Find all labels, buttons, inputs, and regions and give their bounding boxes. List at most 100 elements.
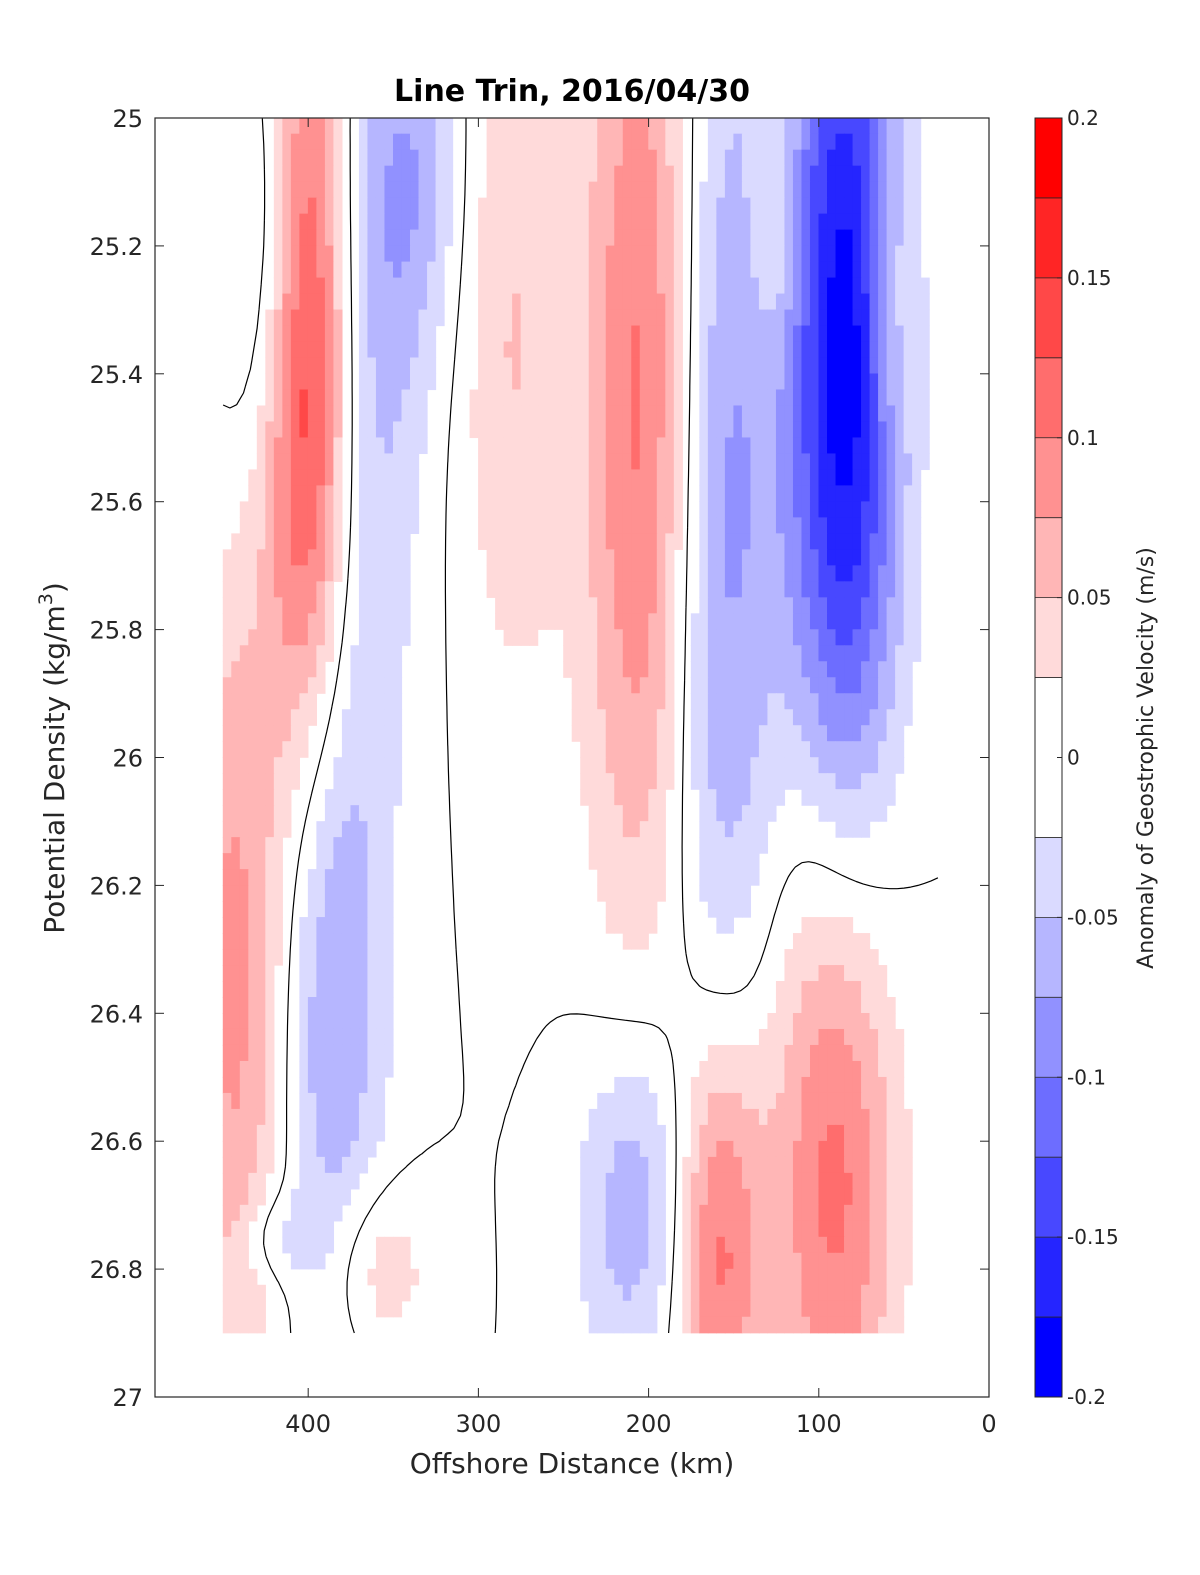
contour-cell — [750, 677, 760, 694]
contour-cell — [639, 453, 649, 471]
contour-cell — [239, 709, 249, 726]
contour-cell — [827, 197, 837, 215]
contour-cell — [792, 213, 803, 231]
contour-cell — [367, 917, 377, 934]
contour-cell — [588, 757, 598, 774]
contour-cell — [801, 1013, 811, 1030]
contour-cell — [307, 949, 317, 966]
contour-cell — [316, 421, 326, 439]
contour-cell — [537, 421, 547, 439]
contour-cell — [750, 437, 760, 455]
contour-cell — [792, 197, 803, 215]
contour-cell — [827, 357, 837, 375]
contour-cell — [656, 565, 666, 582]
contour-cell — [597, 261, 607, 279]
contour-cell — [307, 1013, 317, 1030]
contour-cell — [503, 357, 513, 375]
contour-cell — [758, 213, 769, 231]
contour-cell — [690, 741, 700, 758]
contour-cell — [844, 309, 854, 327]
contour-cell — [818, 805, 828, 822]
contour-cell — [324, 1060, 335, 1078]
contour-cell — [767, 309, 777, 327]
contour-cell — [792, 613, 803, 630]
contour-cell — [478, 469, 488, 487]
contour-cell — [605, 581, 615, 598]
contour-cell — [716, 469, 726, 487]
contour-cell — [758, 197, 769, 215]
contour-cell — [358, 149, 369, 167]
contour-cell — [639, 613, 649, 630]
contour-cell — [861, 421, 871, 439]
contour-cell — [775, 485, 786, 502]
contour-cell — [767, 1316, 777, 1334]
contour-cell — [239, 1220, 249, 1238]
contour-cell — [869, 1076, 879, 1094]
y-axis-title: Potential Density (kg/m3) — [35, 582, 71, 934]
contour-cell — [639, 1124, 649, 1142]
contour-cell — [903, 277, 913, 295]
contour-cell — [605, 293, 615, 311]
contour-cell — [597, 869, 607, 886]
contour-cell — [690, 629, 700, 646]
contour-cell — [648, 1156, 658, 1174]
contour-cell — [265, 1108, 275, 1126]
contour-cell — [597, 1156, 607, 1174]
contour-cell — [478, 453, 488, 471]
contour-cell — [324, 997, 335, 1014]
contour-cell — [282, 597, 292, 614]
contour-cell — [316, 565, 326, 582]
contour-cell — [401, 309, 411, 327]
contour-cell — [375, 277, 386, 295]
contour-cell — [758, 373, 769, 391]
contour-cell — [273, 597, 283, 614]
contour-cell — [341, 1076, 352, 1094]
contour-cell — [435, 261, 445, 279]
contour-cell — [707, 1108, 717, 1126]
contour-cell — [861, 1220, 871, 1238]
contour-cell — [639, 229, 649, 247]
contour-cell — [801, 1092, 811, 1110]
contour-cell — [648, 549, 658, 566]
contour-cell — [605, 405, 615, 423]
contour-cell — [605, 725, 615, 742]
contour-cell — [809, 1236, 820, 1254]
contour-cell — [861, 405, 871, 423]
contour-cell — [605, 533, 615, 550]
contour-cell — [307, 1172, 317, 1190]
contour-cell — [895, 709, 905, 726]
contour-cell — [724, 645, 734, 662]
contour-cell — [861, 805, 871, 822]
contour-cell — [222, 693, 232, 710]
contour-cell — [869, 1044, 879, 1062]
contour-cell — [878, 197, 888, 215]
contour-cell — [775, 613, 786, 630]
contour-cell — [248, 533, 258, 550]
contour-cell — [299, 197, 309, 215]
contour-cell — [878, 965, 888, 982]
contour-cell — [282, 501, 292, 518]
contour-cell — [844, 949, 854, 966]
contour-cell — [282, 165, 292, 183]
contour-cell — [350, 981, 360, 998]
contour-cell — [869, 1092, 879, 1110]
contour-cell — [673, 118, 683, 135]
contour-cell — [307, 1188, 317, 1206]
contour-cell — [597, 677, 607, 694]
contour-cell — [622, 1220, 632, 1238]
contour-cell — [775, 309, 786, 327]
contour-cell — [350, 997, 360, 1014]
contour-cell — [869, 597, 879, 614]
contour-cell — [256, 1060, 266, 1078]
contour-cell — [801, 677, 811, 694]
contour-cell — [282, 325, 292, 343]
contour-cell — [775, 997, 786, 1014]
contour-cell — [758, 1204, 769, 1222]
contour-cell — [707, 1092, 717, 1110]
contour-cell — [758, 757, 769, 774]
contour-cell — [690, 1316, 700, 1334]
contour-cell — [835, 933, 845, 950]
contour-cell — [495, 118, 505, 135]
contour-cell — [699, 773, 709, 790]
contour-cell — [818, 149, 828, 167]
